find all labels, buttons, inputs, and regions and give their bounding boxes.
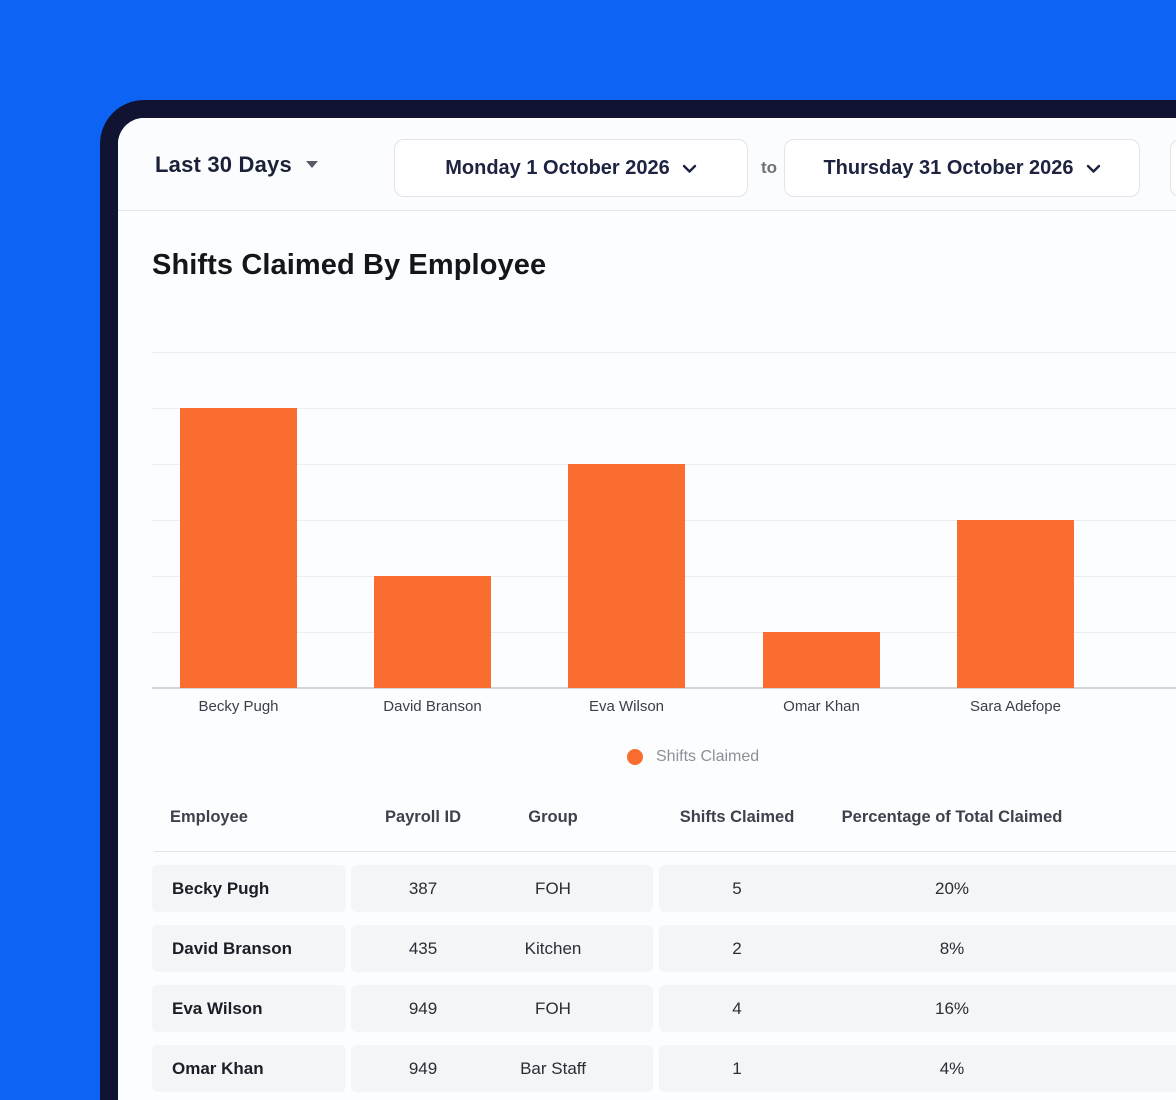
- bar-eva-wilson[interactable]: [568, 464, 685, 688]
- cell-block: 435 Kitchen: [351, 925, 653, 972]
- cell-block: 5 20%: [659, 865, 1176, 912]
- date-range-dropdown[interactable]: Last 30 Days: [155, 118, 318, 211]
- cell-group: FOH: [535, 998, 571, 1018]
- cell-payroll-id: 435: [408, 938, 438, 958]
- date-to-button[interactable]: Thursday 31 October 2026: [784, 139, 1140, 197]
- dashboard-card: Last 30 Days Monday 1 October 2026 to Th…: [118, 118, 1176, 1100]
- x-axis-line: [152, 687, 1176, 689]
- cell-block: 949 Bar Staff: [351, 1045, 653, 1092]
- next-control-edge[interactable]: [1170, 139, 1176, 197]
- x-tick-label-david-branson: David Branson: [383, 698, 482, 715]
- gridline: [152, 408, 1176, 409]
- cell-payroll-id: 387: [408, 878, 438, 898]
- cell-payroll-id: 949: [408, 998, 438, 1018]
- x-tick-label-omar-khan: Omar Khan: [783, 698, 860, 715]
- x-tick-label-eva-wilson: Eva Wilson: [588, 698, 665, 715]
- column-header-payroll-id: Payroll ID: [384, 808, 462, 826]
- cell-shifts-claimed: 1: [732, 1058, 742, 1078]
- column-header-percentage-of-total-claimed: Percentage of Total Claimed: [841, 808, 1063, 826]
- cell-group: FOH: [535, 878, 571, 898]
- page-title: Shifts Claimed By Employee: [152, 249, 547, 281]
- cell-employee: Eva Wilson: [172, 998, 263, 1018]
- cell-percentage: 8%: [939, 938, 965, 958]
- column-header-shifts-claimed: Shifts Claimed: [679, 808, 795, 826]
- date-from-label: Monday 1 October 2026: [445, 156, 670, 179]
- cell-shifts-claimed: 2: [732, 938, 742, 958]
- chevron-down-icon: [682, 164, 696, 173]
- cell-block: Omar Khan: [152, 1045, 346, 1092]
- cell-employee: David Branson: [172, 938, 292, 958]
- date-range-label: Last 30 Days: [155, 151, 292, 177]
- cell-block: Eva Wilson: [152, 985, 346, 1032]
- bar-becky-pugh[interactable]: [180, 408, 297, 688]
- table-row-becky-pugh: Becky Pugh 387 FOH 5 20%: [118, 865, 1176, 912]
- column-header-group: Group: [528, 808, 578, 826]
- cell-block: Becky Pugh: [152, 865, 346, 912]
- column-header-employee: Employee: [170, 808, 248, 826]
- legend-dot-icon: [627, 749, 643, 765]
- cell-employee: Becky Pugh: [172, 878, 270, 898]
- to-label: to: [760, 158, 778, 177]
- cell-block: 949 FOH: [351, 985, 653, 1032]
- cell-percentage: 16%: [934, 998, 970, 1018]
- chart-legend: Shifts Claimed: [627, 748, 759, 766]
- chevron-down-icon: [1086, 164, 1100, 173]
- x-tick-label-becky-pugh: Becky Pugh: [198, 698, 279, 715]
- cell-percentage: 20%: [934, 878, 970, 898]
- cell-block: 4 16%: [659, 985, 1176, 1032]
- x-axis-labels: Becky Pugh David Branson Eva Wilson Omar Kh…: [152, 698, 1176, 718]
- legend-label: Shifts Claimed: [656, 748, 760, 765]
- table-row-david-branson: David Branson 435 Kitchen 2 8%: [118, 925, 1176, 972]
- table-header-divider: [154, 851, 1176, 852]
- filter-bar: Last 30 Days Monday 1 October 2026 to Th…: [118, 118, 1176, 211]
- bar-omar-khan[interactable]: [763, 632, 880, 688]
- shifts-claimed-bar-chart: [152, 352, 1176, 689]
- table-header-row: Employee Payroll ID Group Shifts Claimed Per…: [118, 798, 1176, 838]
- cell-group: Kitchen: [524, 938, 582, 958]
- date-to-label: Thursday 31 October 2026: [823, 156, 1074, 179]
- date-from-button[interactable]: Monday 1 October 2026: [394, 139, 748, 197]
- cell-shifts-claimed: 5: [732, 878, 742, 898]
- cell-block: 387 FOH: [351, 865, 653, 912]
- cell-block: 1 4%: [659, 1045, 1176, 1092]
- gridline: [152, 352, 1176, 353]
- bar-sara-adefope[interactable]: [957, 520, 1074, 688]
- bar-david-branson[interactable]: [374, 576, 491, 688]
- cell-shifts-claimed: 4: [732, 998, 742, 1018]
- table-row-omar-khan: Omar Khan 949 Bar Staff 1 4%: [118, 1045, 1176, 1092]
- table-row-eva-wilson: Eva Wilson 949 FOH 4 16%: [118, 985, 1176, 1032]
- cell-payroll-id: 949: [408, 1058, 438, 1078]
- cell-employee: Omar Khan: [172, 1058, 264, 1078]
- cell-percentage: 4%: [939, 1058, 965, 1078]
- x-tick-label-sara-adefope: Sara Adefope: [970, 698, 1061, 715]
- app-window-frame: Last 30 Days Monday 1 October 2026 to Th…: [100, 100, 1176, 1100]
- cell-block: David Branson: [152, 925, 346, 972]
- cell-group: Bar Staff: [520, 1058, 586, 1078]
- caret-down-icon: [305, 161, 318, 168]
- cell-block: 2 8%: [659, 925, 1176, 972]
